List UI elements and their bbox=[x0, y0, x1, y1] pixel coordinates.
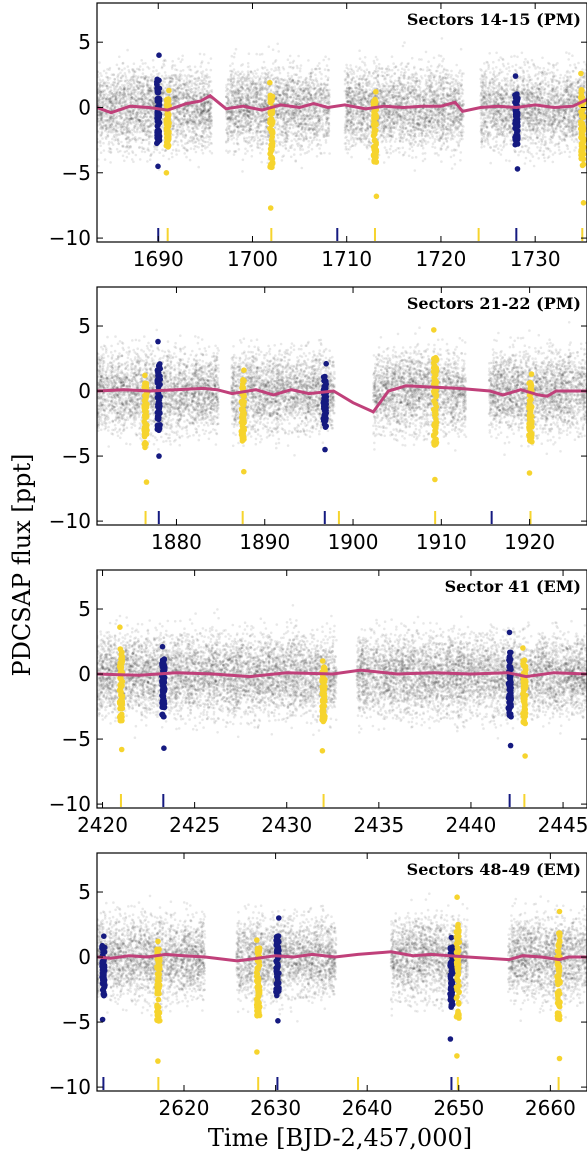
trend-line bbox=[97, 93, 587, 115]
plot-area bbox=[97, 37, 587, 211]
transit-points-b bbox=[320, 360, 330, 453]
panel-1: 1690 1700 1710 1720 1730 −10 −5 0 5 Sectors 14-15… bbox=[49, 2, 587, 271]
y-tick-label: 5 bbox=[78, 597, 91, 621]
y-tick-label: 5 bbox=[78, 30, 91, 54]
y-tick-label: −5 bbox=[62, 161, 91, 185]
x-tick-label: 2630 bbox=[250, 1096, 301, 1120]
y-tick-label: −5 bbox=[62, 1010, 91, 1034]
y-tick-label: 0 bbox=[78, 95, 91, 119]
x-tick-label: 1700 bbox=[227, 247, 278, 271]
x-tick-label: 1900 bbox=[328, 530, 379, 554]
y-tick-label: −10 bbox=[49, 1075, 91, 1099]
transit-points-c bbox=[520, 645, 529, 759]
plot-area bbox=[97, 892, 587, 1064]
x-tick-label: 1920 bbox=[504, 530, 555, 554]
transit-points-c bbox=[253, 937, 263, 1055]
y-tick-label: 0 bbox=[78, 945, 91, 969]
x-tick-label: 2620 bbox=[159, 1096, 210, 1120]
panel-title: Sectors 14-15 (PM) bbox=[407, 10, 581, 29]
y-axis-label: PDCSAP flux [ppt] bbox=[8, 453, 36, 676]
x-tick-label: 2425 bbox=[169, 813, 220, 837]
transit-points-c bbox=[554, 908, 563, 1062]
x-axis-label: Time [BJD-2,457,000] bbox=[208, 1124, 472, 1152]
x-tick-label: 1910 bbox=[416, 530, 467, 554]
x-tick-label: 1720 bbox=[415, 247, 466, 271]
x-tick-label: 2660 bbox=[525, 1096, 576, 1120]
y-tick-label: 5 bbox=[78, 880, 91, 904]
transit-points-c bbox=[319, 658, 328, 754]
panel-3: 2420 2425 2430 2435 2440 2445 −10 −5 0 5 Sector 41… bbox=[49, 569, 587, 837]
plot-frame bbox=[96, 852, 587, 1092]
transit-points-b bbox=[447, 934, 456, 1042]
panel-title: Sectors 48-49 (EM) bbox=[407, 860, 581, 879]
x-tick-label: 2430 bbox=[261, 813, 312, 837]
transit-points-c bbox=[163, 87, 172, 176]
x-tick-label: 1730 bbox=[510, 247, 561, 271]
panel-4: 2620 2630 2640 2650 2660 −10 −5 0 5 Sectors 48-49… bbox=[49, 852, 587, 1120]
x-tick-label: 1710 bbox=[321, 247, 372, 271]
transit-points-c bbox=[370, 89, 380, 200]
y-tick-label: −10 bbox=[49, 226, 91, 250]
plot-area bbox=[97, 321, 587, 485]
y-tick-label: −5 bbox=[62, 727, 91, 751]
transit-points-c bbox=[526, 371, 535, 476]
plot-frame bbox=[96, 569, 587, 809]
x-tick-label: 1690 bbox=[133, 247, 184, 271]
y-tick-label: −5 bbox=[62, 444, 91, 468]
transit-points-b bbox=[512, 73, 521, 172]
x-tick-label: 2640 bbox=[342, 1096, 393, 1120]
transit-points-b bbox=[99, 933, 108, 1023]
transit-points-c bbox=[430, 327, 440, 483]
x-tick-label: 2440 bbox=[445, 813, 496, 837]
transit-points-b bbox=[154, 52, 163, 170]
x-tick-label: 1880 bbox=[151, 530, 202, 554]
y-tick-label: −10 bbox=[49, 509, 91, 533]
transit-points-c bbox=[453, 894, 463, 1059]
y-tick-label: 0 bbox=[78, 662, 91, 686]
y-tick-label: 0 bbox=[78, 379, 91, 403]
x-tick-label: 2650 bbox=[433, 1096, 484, 1120]
plot-frame bbox=[96, 2, 587, 243]
x-tick-label: 1890 bbox=[239, 530, 290, 554]
x-tick-label: 2420 bbox=[77, 813, 128, 837]
trend-line bbox=[97, 950, 587, 963]
x-tick-label: 2435 bbox=[353, 813, 404, 837]
panel-2: 1880 1890 1900 1910 1920 −10 −5 0 5 Sectors 21-22… bbox=[49, 286, 587, 554]
flux-points bbox=[97, 892, 587, 1023]
transit-points-b bbox=[505, 629, 514, 749]
panel-title: Sector 41 (EM) bbox=[445, 577, 581, 596]
y-tick-label: 5 bbox=[78, 314, 91, 338]
transit-points-c bbox=[116, 624, 126, 753]
plot-frame bbox=[96, 286, 587, 526]
panel-title: Sectors 21-22 (PM) bbox=[407, 294, 581, 313]
y-tick-label: −10 bbox=[49, 792, 91, 816]
transit-points-c bbox=[267, 79, 276, 211]
transit-points-b bbox=[273, 915, 282, 1024]
trend-line bbox=[97, 384, 587, 414]
x-tick-label: 2445 bbox=[538, 813, 587, 837]
trend-line bbox=[97, 668, 587, 679]
plot-area bbox=[97, 604, 587, 759]
